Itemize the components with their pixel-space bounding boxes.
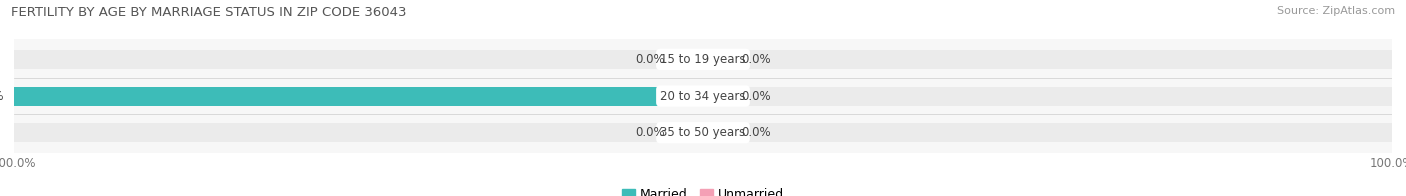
Legend: Married, Unmarried: Married, Unmarried	[617, 183, 789, 196]
Bar	[14, 86, 703, 106]
Text: 0.0%: 0.0%	[636, 53, 665, 66]
Text: 20 to 34 years: 20 to 34 years	[661, 90, 745, 103]
Bar	[14, 50, 1392, 69]
Bar	[703, 50, 731, 69]
Text: Source: ZipAtlas.com: Source: ZipAtlas.com	[1277, 6, 1395, 16]
Text: 15 to 19 years: 15 to 19 years	[661, 53, 745, 66]
Text: 0.0%: 0.0%	[741, 90, 770, 103]
Text: 0.0%: 0.0%	[741, 53, 770, 66]
Bar	[703, 123, 731, 142]
Bar	[675, 50, 703, 69]
Bar	[703, 86, 731, 106]
Bar	[675, 123, 703, 142]
Text: 35 to 50 years: 35 to 50 years	[661, 126, 745, 139]
Text: FERTILITY BY AGE BY MARRIAGE STATUS IN ZIP CODE 36043: FERTILITY BY AGE BY MARRIAGE STATUS IN Z…	[11, 6, 406, 19]
Bar	[14, 123, 1392, 142]
Text: 100.0%: 100.0%	[0, 90, 4, 103]
Text: 0.0%: 0.0%	[636, 126, 665, 139]
Bar	[14, 86, 1392, 106]
Text: 0.0%: 0.0%	[741, 126, 770, 139]
